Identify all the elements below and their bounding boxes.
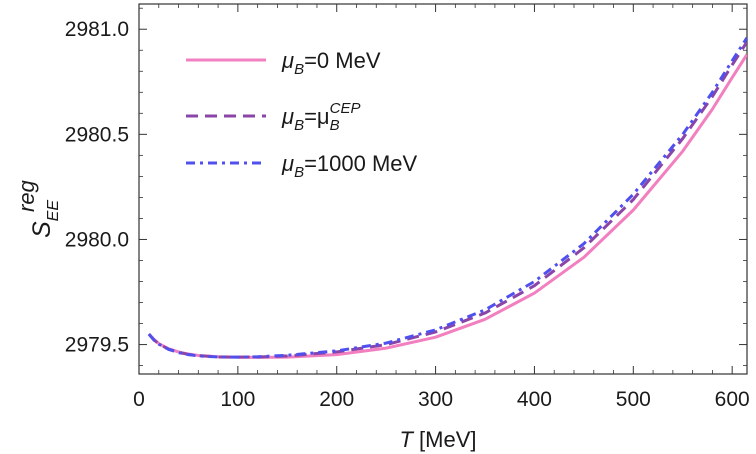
plot-frame [138,3,748,375]
y-tick-label: 2980.0 [65,228,129,251]
x-tick-label: 0 [133,388,145,411]
y-axis-label-subscript: EE [45,200,62,222]
x-tick-label: 600 [715,388,750,411]
svg-text:SEE: SEE [28,200,62,238]
x-axis-label-unit: [MeV] [413,427,477,452]
legend: μB=0 MeV μB=μBCEP μB=1000 MeV [186,48,418,181]
series-lines [147,36,747,359]
plot-frame-border [138,3,748,375]
y-tick-label: 2981.0 [65,18,129,41]
y-axis-label: SEE reg [14,179,62,238]
legend-label-mu0: μB=0 MeV [281,48,381,78]
x-tick-label: 300 [418,388,453,411]
axis-ticks [138,4,747,374]
x-axis-label-symbol: T [399,427,414,452]
x-axis-label: T [MeV] [399,427,476,452]
series-line-mu1000 [147,36,747,359]
y-tick-labels: 2979.5 2980.0 2980.5 2981.0 [65,18,129,356]
series-line-mu0 [147,53,747,359]
x-tick-labels: 0 100 200 300 400 500 600 [133,388,750,411]
series-line-mucep [147,41,747,359]
x-tick-label: 500 [616,388,651,411]
legend-label-mucep: μB=μBCEP [281,100,360,134]
legend-label-mu1000: μB=1000 MeV [281,151,418,181]
y-axis-label-main: S [28,221,56,238]
x-tick-label: 400 [517,388,552,411]
y-tick-label: 2979.5 [65,334,129,357]
x-tick-label: 100 [220,388,255,411]
y-axis-label-superscript: reg [14,179,39,212]
y-tick-label: 2980.5 [65,123,129,146]
x-tick-label: 200 [319,388,354,411]
